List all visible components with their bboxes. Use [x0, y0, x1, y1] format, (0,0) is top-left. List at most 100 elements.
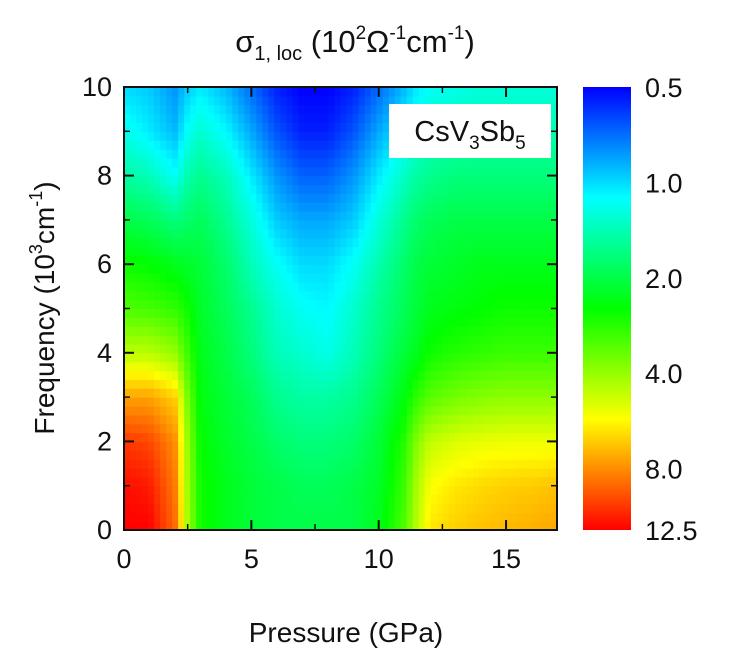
heatmap-cell — [142, 211, 149, 221]
heatmap-cell — [538, 476, 546, 487]
heatmap-cell — [400, 441, 408, 451]
heatmap-cell — [478, 281, 486, 292]
heatmap-cell — [130, 175, 137, 186]
heatmap-cell — [178, 140, 185, 150]
heatmap-cell — [262, 104, 269, 115]
heatmap-cell — [514, 361, 522, 372]
heatmap-cell — [160, 503, 167, 513]
heatmap-cell — [550, 494, 557, 505]
heatmap-cell — [226, 467, 233, 478]
heatmap-cell — [154, 237, 161, 248]
heatmap-cell — [196, 397, 203, 407]
heatmap-cell — [346, 264, 354, 274]
heatmap-cell — [448, 184, 456, 194]
heatmap-cell — [442, 87, 450, 97]
heatmap-cell — [442, 273, 450, 283]
heatmap-cell — [226, 149, 233, 159]
heatmap-cell — [454, 157, 462, 168]
heatmap-cell — [124, 423, 131, 434]
heatmap-cell — [322, 317, 330, 327]
heatmap-cell — [502, 299, 510, 310]
heatmap-cell — [424, 397, 432, 407]
heatmap-cell — [358, 113, 366, 124]
heatmap-cell — [508, 202, 516, 212]
heatmap-cell — [172, 95, 179, 106]
heatmap-cell — [430, 184, 438, 194]
heatmap-cell — [202, 503, 209, 513]
heatmap-cell — [538, 485, 546, 496]
heatmap-cell — [280, 193, 287, 203]
heatmap-cell — [172, 237, 179, 248]
heatmap-cell — [496, 370, 504, 380]
heatmap-cell — [400, 459, 408, 469]
heatmap-cell — [202, 370, 209, 380]
heatmap-cell — [160, 317, 167, 327]
heatmap-cell — [364, 264, 372, 274]
heatmap-cell — [370, 95, 378, 106]
heatmap-cell — [472, 414, 480, 425]
x-tick-label: 10 — [364, 544, 394, 574]
heatmap-cell — [190, 113, 197, 124]
heatmap-cell — [490, 485, 498, 496]
heatmap-cell — [190, 299, 197, 310]
heatmap-cell — [544, 361, 552, 372]
heatmap-cell — [334, 246, 342, 256]
heatmap-cell — [340, 228, 348, 239]
heatmap-cell — [130, 281, 137, 292]
heatmap-cell — [220, 335, 227, 345]
heatmap-cell — [202, 343, 209, 354]
heatmap-cell — [220, 175, 227, 186]
heatmap-cell — [280, 255, 287, 265]
heatmap-cell — [214, 361, 221, 372]
heatmap-cell — [274, 467, 281, 478]
heatmap-cell — [172, 388, 179, 398]
heatmap-cell — [496, 405, 504, 416]
heatmap-cell — [490, 503, 498, 513]
heatmap-cell — [352, 219, 360, 230]
heatmap-cell — [472, 273, 480, 283]
heatmap-cell — [394, 202, 402, 212]
heatmap-cell — [394, 494, 402, 505]
heatmap-cell — [412, 335, 420, 345]
heatmap-cell — [490, 414, 498, 425]
heatmap-cell — [436, 95, 444, 106]
heatmap-cell — [436, 237, 444, 248]
heatmap-cell — [286, 246, 293, 256]
heatmap-cell — [274, 140, 281, 150]
heatmap-cell — [310, 317, 318, 327]
heatmap-cell — [538, 467, 546, 478]
heatmap-cell — [448, 476, 456, 487]
heatmap-cell — [214, 450, 221, 460]
heatmap-cell — [292, 335, 299, 345]
heatmap-cell — [202, 246, 209, 256]
heatmap-cell — [148, 388, 155, 398]
heatmap-cell — [316, 95, 324, 106]
heatmap-cell — [244, 202, 251, 212]
heatmap-cell — [328, 352, 336, 363]
heatmap-cell — [292, 326, 299, 336]
heatmap-cell — [160, 521, 167, 530]
heatmap-cell — [502, 494, 510, 505]
heatmap-cell — [520, 237, 528, 248]
heatmap-cell — [358, 503, 366, 513]
heatmap-cell — [448, 228, 456, 239]
heatmap-cell — [274, 405, 281, 416]
heatmap-cell — [424, 281, 432, 292]
heatmap-cell — [232, 87, 239, 97]
heatmap-cell — [376, 237, 384, 248]
heatmap-cell — [466, 166, 474, 177]
heatmap-cell — [538, 432, 546, 442]
heatmap-cell — [124, 184, 131, 194]
heatmap-cell — [388, 432, 396, 442]
heatmap-cell — [148, 290, 155, 301]
heatmap-cell — [424, 503, 432, 513]
heatmap-cell — [520, 467, 528, 478]
heatmap-cell — [430, 166, 438, 177]
heatmap-cell — [376, 503, 384, 513]
heatmap-cell — [202, 290, 209, 301]
heatmap-cell — [280, 423, 287, 434]
heatmap-cell — [544, 503, 552, 513]
heatmap-cell — [202, 104, 209, 115]
heatmap-cell — [292, 494, 299, 505]
